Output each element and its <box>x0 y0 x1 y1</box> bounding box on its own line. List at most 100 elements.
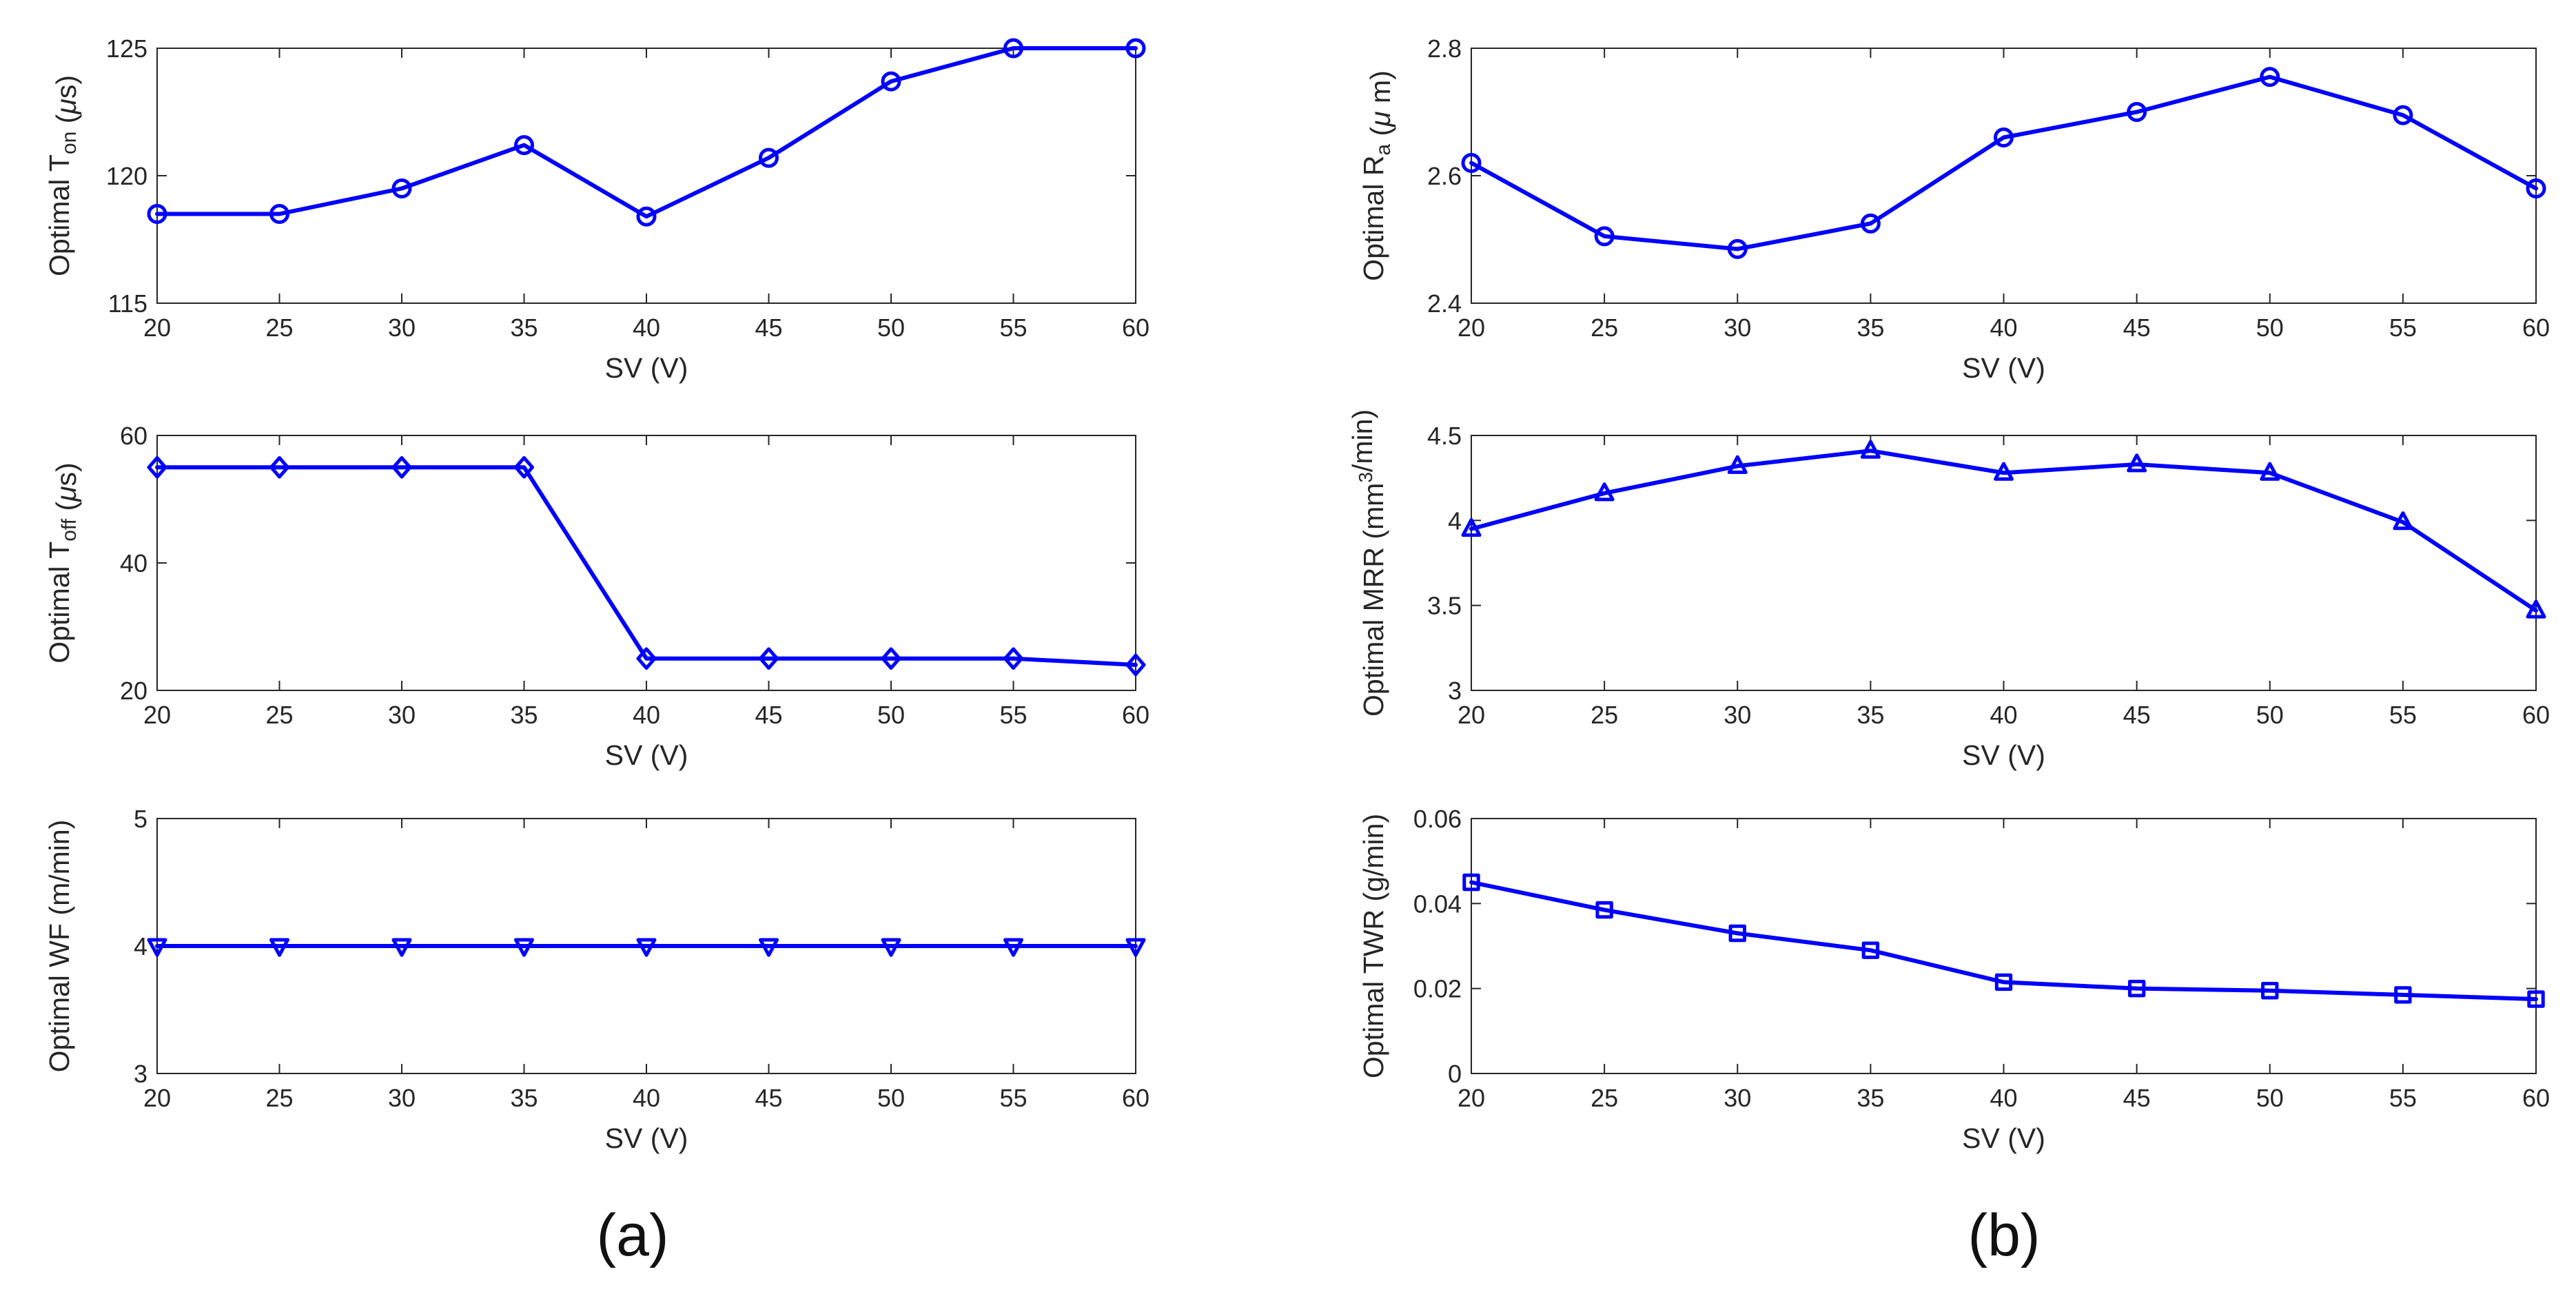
x-tick-label: 35 <box>510 314 538 342</box>
x-tick-label: 25 <box>1591 701 1618 729</box>
x-tick-label: 40 <box>633 314 660 342</box>
data-point <box>2127 979 2146 998</box>
data-point <box>881 71 901 92</box>
x-tick-label: 40 <box>633 701 660 729</box>
y-axis-label-part: Optimal T <box>43 542 75 664</box>
data-point <box>636 206 657 227</box>
data-point <box>1125 653 1146 677</box>
y-axis-label-part: on <box>58 132 81 154</box>
x-tick-label: 50 <box>2256 314 2284 342</box>
y-tick-label: 4 <box>1448 506 1462 535</box>
x-tick-label: 45 <box>755 1084 782 1112</box>
data-point <box>1125 38 1146 59</box>
y-axis-label: Optimal TWR (g/min) <box>1358 814 1389 1078</box>
y-axis-label: Optimal Ton (μs) <box>43 75 82 276</box>
data-point <box>2394 986 2412 1004</box>
data-point <box>269 204 289 224</box>
x-tick-label: 60 <box>2522 314 2550 342</box>
y-axis-label-part: s) <box>50 462 82 486</box>
y-axis-label-part: Optimal MRR (mm <box>1358 483 1389 717</box>
x-tick-label: 50 <box>877 701 905 729</box>
data-point <box>1003 938 1023 957</box>
y-axis-label-part: ( <box>1364 126 1396 143</box>
data-point <box>269 455 289 479</box>
x-tick-label: 45 <box>2123 1084 2151 1112</box>
x-tick-label: 35 <box>1857 701 1884 729</box>
x-tick-label: 20 <box>1458 701 1485 729</box>
y-tick-label: 4 <box>134 932 147 960</box>
data-point <box>1594 226 1615 247</box>
data-point <box>1003 647 1023 670</box>
data-point <box>2527 990 2545 1008</box>
y-axis-label: Optimal MRR (mm3/min) <box>1347 409 1389 717</box>
data-point <box>514 455 534 479</box>
data-point <box>1860 440 1881 459</box>
y-axis-label-part: ( <box>50 502 82 519</box>
series-line <box>155 46 1138 219</box>
x-tick-label: 60 <box>2522 701 2550 729</box>
series-line <box>1469 880 2538 1002</box>
x-tick-label: 30 <box>1724 314 1751 342</box>
y-tick-label: 20 <box>120 677 147 705</box>
x-tick-label: 45 <box>755 701 782 729</box>
y-tick-label: 120 <box>106 162 147 190</box>
series-line <box>1469 74 2538 251</box>
y-tick-label: 3.5 <box>1427 592 1462 620</box>
data-point <box>636 647 657 670</box>
data-point <box>636 938 657 957</box>
x-tick-label: 55 <box>999 314 1027 342</box>
x-tick-label: 45 <box>2123 314 2151 342</box>
data-point <box>1860 213 1881 234</box>
y-tick-label: 5 <box>134 805 147 833</box>
x-tick-label: 20 <box>1458 314 1485 342</box>
x-tick-label: 20 <box>143 1084 171 1112</box>
x-axis-label: SV (V) <box>1962 352 2045 384</box>
x-axis-label: SV (V) <box>1962 1122 2045 1154</box>
chart-3: 20 25 30 35 40 45 50 55 60 20 40 60 SV (V) Optimal To… <box>43 422 1149 771</box>
x-tick-label: 50 <box>877 314 905 342</box>
y-tick-label: 0 <box>1448 1060 1462 1088</box>
data-point <box>391 178 412 198</box>
y-tick-label: 3 <box>1448 677 1462 705</box>
data-point <box>2260 462 2280 481</box>
x-axis-label: SV (V) <box>1962 739 2045 771</box>
x-tick-label: 60 <box>1122 1084 1149 1112</box>
x-tick-label: 40 <box>1990 314 2017 342</box>
x-tick-label: 60 <box>1122 701 1149 729</box>
data-point <box>391 938 412 957</box>
y-axis-label-part: m) <box>1364 70 1396 111</box>
y-tick-label: 2.8 <box>1427 34 1462 63</box>
data-point <box>2127 453 2147 473</box>
x-tick-label: 40 <box>1990 1084 2017 1112</box>
x-tick-label: 45 <box>2123 701 2151 729</box>
data-point <box>881 647 901 670</box>
x-axis-label: SV (V) <box>605 1122 688 1154</box>
x-tick-label: 40 <box>1990 701 2017 729</box>
x-tick-label: 30 <box>1724 1084 1751 1112</box>
y-tick-label: 4.5 <box>1427 422 1462 450</box>
data-point <box>1727 455 1748 474</box>
caption-b: (b) <box>1967 1202 2040 1268</box>
y-tick-label: 0.06 <box>1413 805 1462 833</box>
x-tick-label: 20 <box>143 314 171 342</box>
data-point <box>391 455 412 479</box>
y-axis-label-part: Optimal T <box>43 154 75 276</box>
x-tick-label: 40 <box>633 1084 660 1112</box>
chart-6: 20 25 30 35 40 45 50 55 60 0 0.02 0.04 0.06 SV (V) Opt… <box>1358 805 2550 1154</box>
y-axis-label-part: ( <box>50 114 82 131</box>
data-point <box>1125 938 1146 957</box>
data-point <box>147 938 167 957</box>
x-tick-label: 60 <box>2522 1084 2550 1112</box>
chart-4: 20 25 30 35 40 45 50 55 60 3 3.5 4 4.5 SV (V) Optimal … <box>1347 409 2550 771</box>
y-axis-label: Optimal Ra (μ m) <box>1358 70 1396 281</box>
data-point <box>881 938 901 957</box>
series-line <box>155 465 1138 667</box>
x-tick-label: 30 <box>388 1084 416 1112</box>
x-tick-label: 35 <box>1857 314 1884 342</box>
data-point <box>2260 67 2280 88</box>
data-point <box>147 204 167 224</box>
